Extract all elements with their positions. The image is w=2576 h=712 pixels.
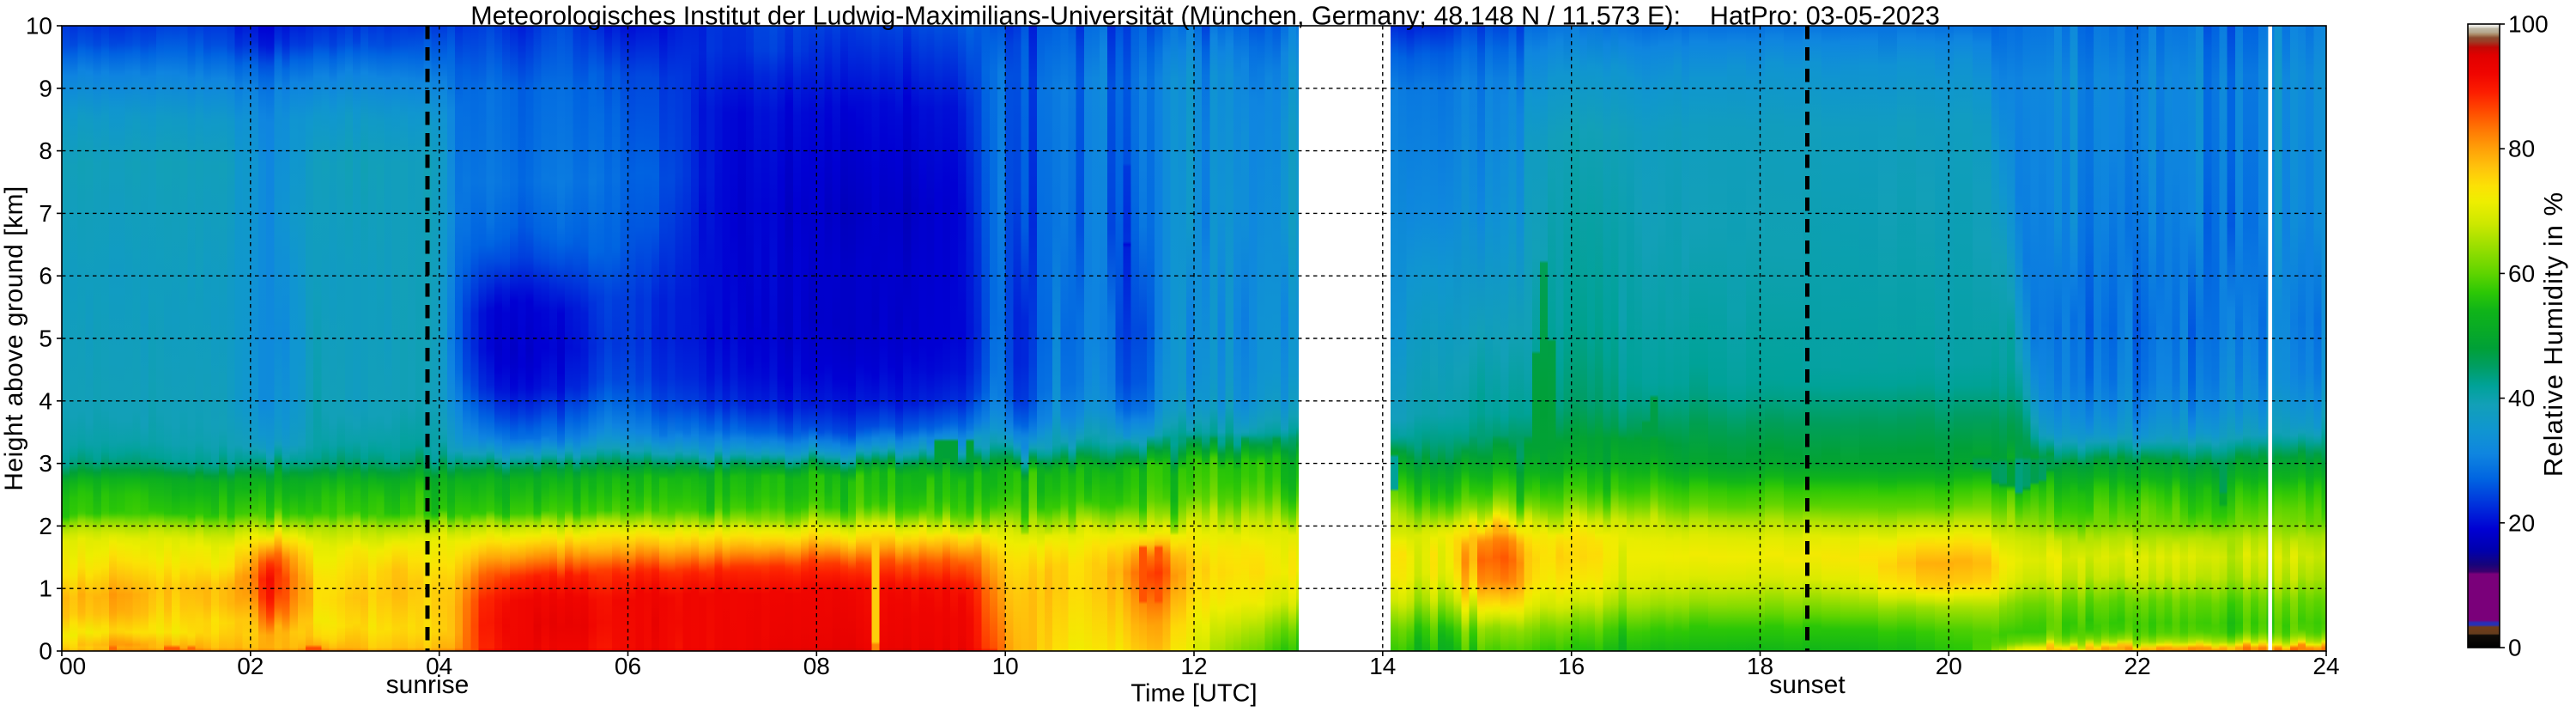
svg-text:Time [UTC]: Time [UTC] — [1130, 680, 1257, 708]
svg-text:3: 3 — [39, 450, 52, 477]
svg-text:20: 20 — [2508, 509, 2535, 536]
svg-text:04: 04 — [426, 653, 452, 679]
svg-text:Relative Humidity in %: Relative Humidity in % — [2538, 192, 2568, 477]
svg-text:08: 08 — [803, 653, 830, 679]
svg-text:5: 5 — [39, 326, 52, 352]
svg-text:0: 0 — [2508, 635, 2522, 661]
svg-text:60: 60 — [2508, 260, 2535, 287]
svg-text:7: 7 — [39, 200, 52, 227]
svg-text:1: 1 — [39, 575, 52, 602]
svg-text:06: 06 — [615, 653, 641, 679]
svg-text:9: 9 — [39, 75, 52, 101]
svg-text:6: 6 — [39, 263, 52, 289]
svg-text:4: 4 — [39, 387, 52, 414]
svg-text:8: 8 — [39, 137, 52, 164]
svg-text:10: 10 — [992, 653, 1019, 679]
svg-text:20: 20 — [1936, 653, 1962, 679]
svg-text:10: 10 — [26, 13, 52, 40]
svg-text:40: 40 — [2508, 385, 2535, 411]
svg-text:0: 0 — [39, 638, 52, 665]
svg-text:Meteorologisches Institut der: Meteorologisches Institut der Ludwig-Max… — [470, 2, 1940, 31]
svg-text:80: 80 — [2508, 136, 2535, 162]
svg-text:100: 100 — [2508, 11, 2549, 38]
svg-text:16: 16 — [1558, 653, 1585, 679]
svg-text:14: 14 — [1369, 653, 1396, 679]
svg-text:22: 22 — [2124, 653, 2151, 679]
svg-text:2: 2 — [39, 513, 52, 539]
svg-text:02: 02 — [237, 653, 264, 679]
svg-text:sunrise: sunrise — [386, 671, 470, 699]
svg-text:sunset: sunset — [1769, 671, 1846, 699]
svg-text:12: 12 — [1180, 653, 1207, 679]
svg-text:24: 24 — [2312, 653, 2339, 679]
svg-text:Height above ground [km]: Height above ground [km] — [0, 186, 28, 491]
svg-text:00: 00 — [59, 653, 86, 679]
svg-text:18: 18 — [1747, 653, 1773, 679]
